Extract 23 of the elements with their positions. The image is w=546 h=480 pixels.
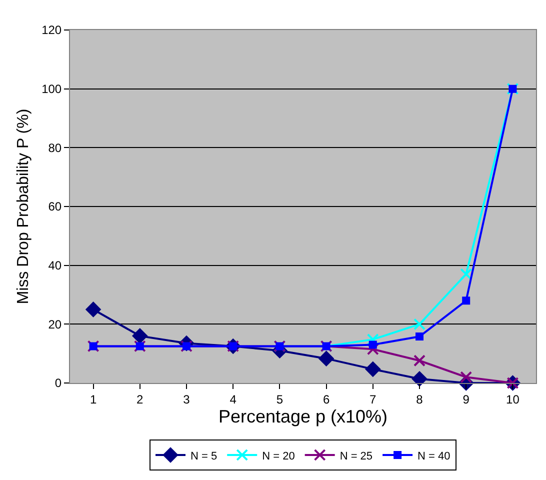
y-axis-title: Miss Drop Probability P (%) xyxy=(15,108,32,304)
y-tick-label: 80 xyxy=(48,140,62,155)
x-axis-title: Percentage p (x10%) xyxy=(218,406,388,426)
x-tick-label: 2 xyxy=(136,392,144,406)
legend-label: N = 25 xyxy=(340,450,373,462)
x-tick-label: 1 xyxy=(90,392,97,406)
y-tick-label: 20 xyxy=(48,317,62,332)
x-tick-label: 9 xyxy=(462,392,470,406)
x-tick-label: 6 xyxy=(322,392,330,406)
x-tick-label: 10 xyxy=(506,392,520,406)
legend-label: N = 40 xyxy=(418,450,450,462)
legend-label: N = 5 xyxy=(190,450,218,462)
legend-label: N = 20 xyxy=(262,450,295,462)
x-tick-label: 5 xyxy=(276,392,284,406)
y-tick-label: 40 xyxy=(48,258,62,273)
x-tick-label: 8 xyxy=(416,392,424,406)
y-tick-label: 120 xyxy=(42,23,62,38)
y-tick-label: 0 xyxy=(54,376,62,390)
x-tick-label: 3 xyxy=(183,392,190,406)
y-tick-label: 60 xyxy=(48,200,62,214)
x-tick-label: 7 xyxy=(370,392,377,406)
x-tick-label: 4 xyxy=(230,392,237,406)
y-tick-label: 100 xyxy=(42,82,62,96)
